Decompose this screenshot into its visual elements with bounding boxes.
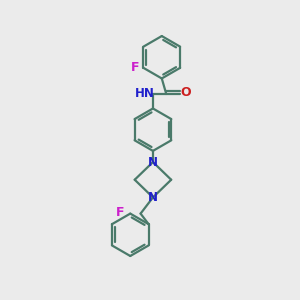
Text: N: N: [148, 191, 158, 204]
Text: O: O: [181, 86, 191, 99]
Text: F: F: [131, 61, 140, 74]
Text: F: F: [116, 206, 124, 219]
Text: N: N: [148, 156, 158, 169]
Text: HN: HN: [135, 87, 155, 100]
